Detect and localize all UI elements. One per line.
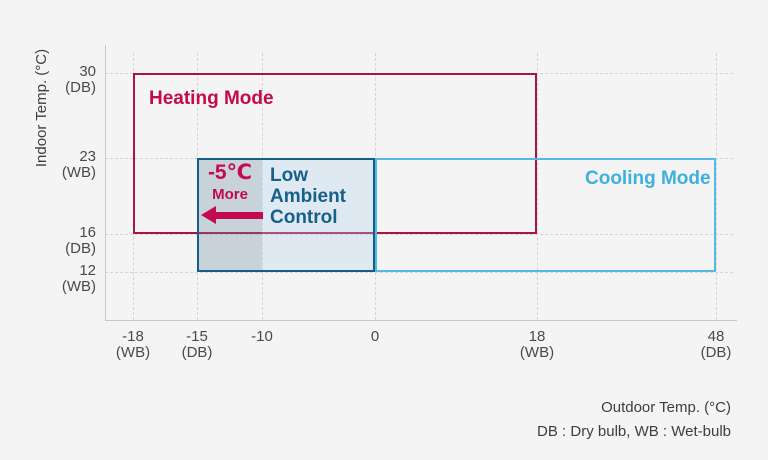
x-tick-neg18-bulb: (WB) <box>115 344 151 361</box>
y-tick-16: 16 (DB) <box>30 225 96 257</box>
x-tick-neg10-value: -10 <box>251 328 273 345</box>
x-tick-18: 18 (WB) <box>502 329 572 361</box>
y-tick-12: 12 (WB) <box>30 263 96 295</box>
x-tick-48-value: 48 <box>707 328 725 345</box>
cooling-mode-label: Cooling Mode <box>585 168 711 189</box>
y-tick-23: 23 (WB) <box>30 149 96 181</box>
y-tick-30: 30 (DB) <box>30 64 96 96</box>
low-ambient-control-label: Low Ambient Control <box>270 165 346 228</box>
gridline-12 <box>105 272 733 273</box>
extension-more-label: More <box>212 186 248 203</box>
left-arrow-shaft <box>215 212 263 219</box>
y-tick-16-value: 16 <box>79 224 96 241</box>
y-axis-line <box>105 45 106 320</box>
cooling-mode-region <box>375 158 716 272</box>
x-axis-line <box>105 320 737 321</box>
gridline-neg10 <box>262 53 263 320</box>
x-tick-neg15-value: -15 <box>186 328 208 345</box>
gridline-16 <box>105 234 733 235</box>
x-tick-neg10: -10 <box>227 329 297 345</box>
low-ambient-control-box <box>197 158 375 272</box>
y-tick-12-bulb: (WB) <box>61 278 96 295</box>
y-tick-16-bulb: (DB) <box>65 240 96 257</box>
y-tick-12-value: 12 <box>79 262 96 279</box>
y-tick-23-value: 23 <box>79 148 96 165</box>
gridline-18 <box>537 53 538 320</box>
y-tick-30-value: 30 <box>79 63 96 80</box>
x-tick-neg18-value: -18 <box>122 328 144 345</box>
x-tick-48: 48 (DB) <box>681 329 751 361</box>
y-tick-23-bulb: (WB) <box>61 164 96 181</box>
x-tick-neg15-bulb: (DB) <box>181 344 213 361</box>
low-ambient-label-line2: Ambient <box>270 186 346 207</box>
x-tick-neg18: -18 (WB) <box>98 329 168 361</box>
heating-mode-label: Heating Mode <box>149 88 274 109</box>
low-ambient-zone <box>262 158 375 272</box>
left-arrow-icon <box>201 206 216 224</box>
gridline-48 <box>716 53 717 320</box>
x-tick-18-bulb: (WB) <box>519 344 555 361</box>
x-tick-48-bulb: (DB) <box>700 344 732 361</box>
x-tick-neg15: -15 (DB) <box>162 329 232 361</box>
x-axis-title: Outdoor Temp. (°C) <box>601 399 731 416</box>
low-ambient-label-line3: Control <box>270 207 338 228</box>
heating-mode-region <box>133 73 537 234</box>
x-tick-0: 0 <box>340 329 410 345</box>
extension-delta-label: -5℃ <box>207 161 253 184</box>
bulb-legend-footnote: DB : Dry bulb, WB : Wet-bulb <box>537 423 731 440</box>
low-ambient-label-line1: Low <box>270 165 308 186</box>
x-tick-18-value: 18 <box>528 328 546 345</box>
x-tick-0-value: 0 <box>370 328 380 345</box>
y-tick-30-bulb: (DB) <box>65 79 96 96</box>
